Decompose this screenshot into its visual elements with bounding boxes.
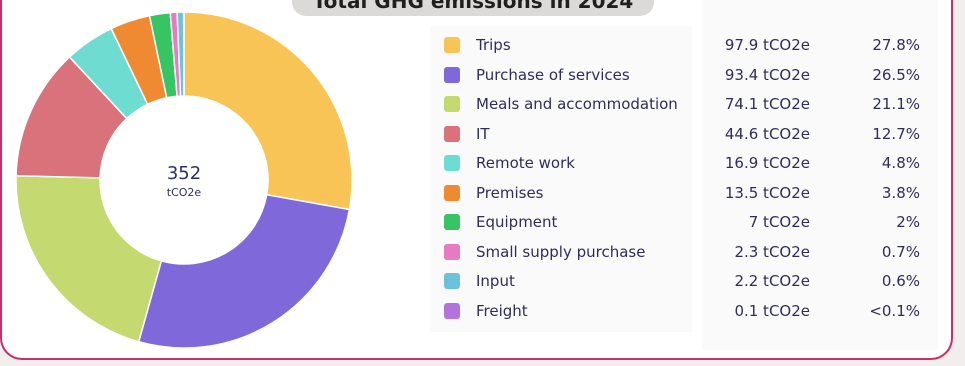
emissions-card: 352 tCO2e Trips Purchase of services Meals… — [0, 0, 953, 360]
value-row-freight: 0.1 tCO2e <0.1% — [702, 297, 934, 325]
donut-chart: 352 tCO2e — [12, 8, 356, 348]
emission-amount: 0.1 tCO2e — [734, 301, 810, 320]
legend-swatch — [444, 125, 460, 142]
value-row-small-supply-purchase: 2.3 tCO2e 0.7% — [702, 238, 934, 266]
emission-percent: 3.8% — [881, 183, 920, 202]
slice-purchase-of-services[interactable] — [137, 193, 351, 348]
slice-trips[interactable] — [183, 11, 353, 211]
legend-swatch — [444, 273, 460, 289]
total-value: 352 — [167, 163, 201, 184]
legend-item-small-supply-purchase: Small supply purchase — [444, 238, 694, 266]
legend-swatch — [444, 155, 460, 171]
legend-item-equipment: Equipment — [444, 208, 694, 236]
emission-amount: 44.6 tCO2e — [724, 124, 810, 143]
legend-label: Premises — [476, 183, 544, 202]
legend-item-it: IT — [444, 120, 694, 148]
legend-item-trips: Trips — [444, 31, 694, 59]
value-row-equipment: 7 tCO2e 2% — [702, 208, 934, 236]
legend: Trips Purchase of services Meals and accom… — [430, 26, 692, 332]
value-row-input: 2.2 tCO2e 0.6% — [702, 267, 934, 295]
legend-item-premises: Premises — [444, 179, 694, 207]
value-row-trips: 97.9 tCO2e 27.8% — [702, 31, 934, 59]
emission-amount: 7 tCO2e — [748, 213, 810, 231]
legend-swatch — [444, 37, 460, 53]
emission-amount: 74.1 tCO2e — [724, 95, 810, 113]
total-unit: tCO2e — [167, 186, 202, 199]
emission-amount: 2.3 tCO2e — [734, 242, 810, 261]
emission-amount: 13.5 tCO2e — [724, 183, 810, 202]
legend-item-meals-and-accommodation: Meals and accommodation — [444, 90, 694, 118]
legend-swatch — [444, 302, 460, 319]
emission-amount: 16.9 tCO2e — [724, 154, 810, 172]
emission-percent: 0.6% — [881, 272, 920, 290]
legend-label: Input — [476, 272, 515, 290]
legend-swatch — [444, 96, 460, 112]
value-row-it: 44.6 tCO2e 12.7% — [702, 120, 934, 148]
legend-label: Trips — [476, 36, 511, 54]
emission-percent: 4.8% — [881, 154, 920, 172]
value-row-meals-and-accommodation: 74.1 tCO2e 21.1% — [702, 90, 934, 118]
legend-item-input: Input — [444, 267, 694, 295]
emission-percent: 2% — [896, 213, 920, 231]
emission-amount: 93.4 tCO2e — [724, 65, 810, 84]
value-row-remote-work: 16.9 tCO2e 4.8% — [702, 149, 934, 177]
legend-label: Equipment — [476, 213, 558, 231]
legend-label: Purchase of services — [476, 65, 630, 84]
legend-label: Freight — [476, 301, 528, 320]
values-table: 97.9 tCO2e 27.8% 93.4 tCO2e 26.5% 74.1 tCO2e… — [702, 0, 938, 350]
legend-swatch — [444, 243, 460, 260]
emission-percent: <0.1% — [869, 301, 920, 320]
legend-label: Meals and accommodation — [476, 95, 678, 113]
value-row-premises: 13.5 tCO2e 3.8% — [702, 179, 934, 207]
value-row-purchase-of-services: 93.4 tCO2e 26.5% — [702, 61, 934, 89]
legend-swatch — [444, 184, 460, 201]
emission-percent: 21.1% — [872, 95, 920, 113]
chart-title: Total GHG emissions in 2024 — [292, 0, 654, 16]
emission-percent: 27.8% — [872, 36, 920, 54]
slice-meals-and-accommodation[interactable] — [15, 175, 163, 343]
legend-swatch — [444, 66, 460, 83]
emission-amount: 2.2 tCO2e — [734, 272, 810, 290]
emission-percent: 12.7% — [872, 124, 920, 143]
emission-percent: 26.5% — [872, 65, 920, 84]
legend-item-remote-work: Remote work — [444, 149, 694, 177]
legend-label: Small supply purchase — [476, 242, 646, 261]
legend-swatch — [444, 214, 460, 230]
legend-item-freight: Freight — [444, 297, 694, 325]
donut-svg: 352 tCO2e — [15, 11, 353, 348]
legend-label: Remote work — [476, 154, 575, 172]
emission-percent: 0.7% — [881, 242, 920, 261]
legend-item-purchase-of-services: Purchase of services — [444, 61, 694, 89]
emission-amount: 97.9 tCO2e — [724, 36, 810, 54]
legend-label: IT — [476, 124, 490, 143]
